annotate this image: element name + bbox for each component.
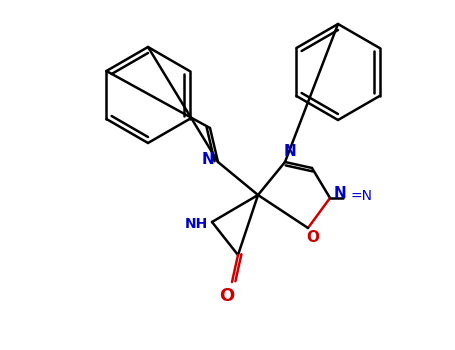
Text: =N: =N xyxy=(350,189,372,203)
Text: N: N xyxy=(334,186,346,201)
Text: N: N xyxy=(202,153,214,168)
Text: O: O xyxy=(219,287,235,305)
Text: N: N xyxy=(283,145,296,160)
Text: O: O xyxy=(307,231,319,245)
Text: NH: NH xyxy=(184,217,207,231)
